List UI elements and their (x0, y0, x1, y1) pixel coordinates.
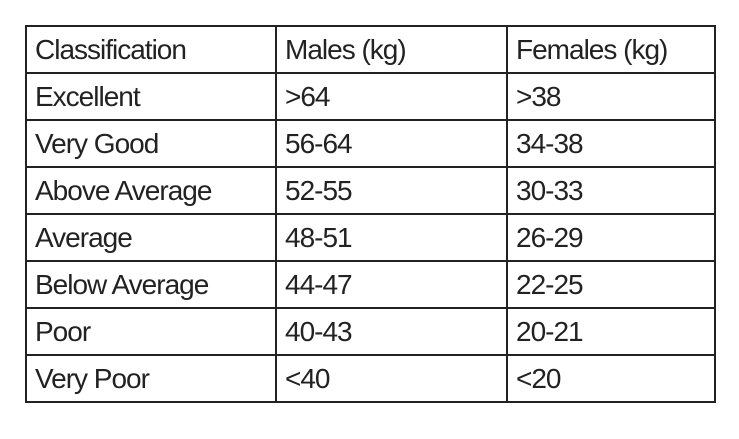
classification-table: Classification Males (kg) Females (kg) Exce… (25, 25, 716, 403)
table-row: Very Poor <40 <20 (25, 354, 716, 403)
header-row: Classification Males (kg) Females (kg) (25, 25, 716, 74)
table-row: Poor 40-43 20-21 (25, 307, 716, 356)
table-cell: 48-51 (275, 213, 508, 262)
table-container: Classification Males (kg) Females (kg) Exce… (25, 25, 716, 403)
table-cell: Very Good (25, 119, 277, 168)
table-cell: 52-55 (275, 166, 508, 215)
table-cell: Excellent (25, 72, 277, 121)
table-cell: Below Average (25, 260, 277, 309)
table-cell: <20 (506, 354, 716, 403)
table-cell: 26-29 (506, 213, 716, 262)
header-cell: Males (kg) (275, 25, 508, 74)
table-cell: 40-43 (275, 307, 508, 356)
table-row: Very Good 56-64 34-38 (25, 119, 716, 168)
table-cell: 30-33 (506, 166, 716, 215)
table-cell: 20-21 (506, 307, 716, 356)
table-cell: Very Poor (25, 354, 277, 403)
table-cell: >38 (506, 72, 716, 121)
table-cell: Above Average (25, 166, 277, 215)
table-cell: Poor (25, 307, 277, 356)
table-row: Above Average 52-55 30-33 (25, 166, 716, 215)
table-cell: Average (25, 213, 277, 262)
header-cell: Classification (25, 25, 277, 74)
table-cell: 34-38 (506, 119, 716, 168)
table-row: Below Average 44-47 22-25 (25, 260, 716, 309)
table-row: Excellent >64 >38 (25, 72, 716, 121)
table-cell: 22-25 (506, 260, 716, 309)
table-cell: >64 (275, 72, 508, 121)
table-cell: 44-47 (275, 260, 508, 309)
table-row: Average 48-51 26-29 (25, 213, 716, 262)
header-cell: Females (kg) (506, 25, 716, 74)
table-cell: 56-64 (275, 119, 508, 168)
table-cell: <40 (275, 354, 508, 403)
